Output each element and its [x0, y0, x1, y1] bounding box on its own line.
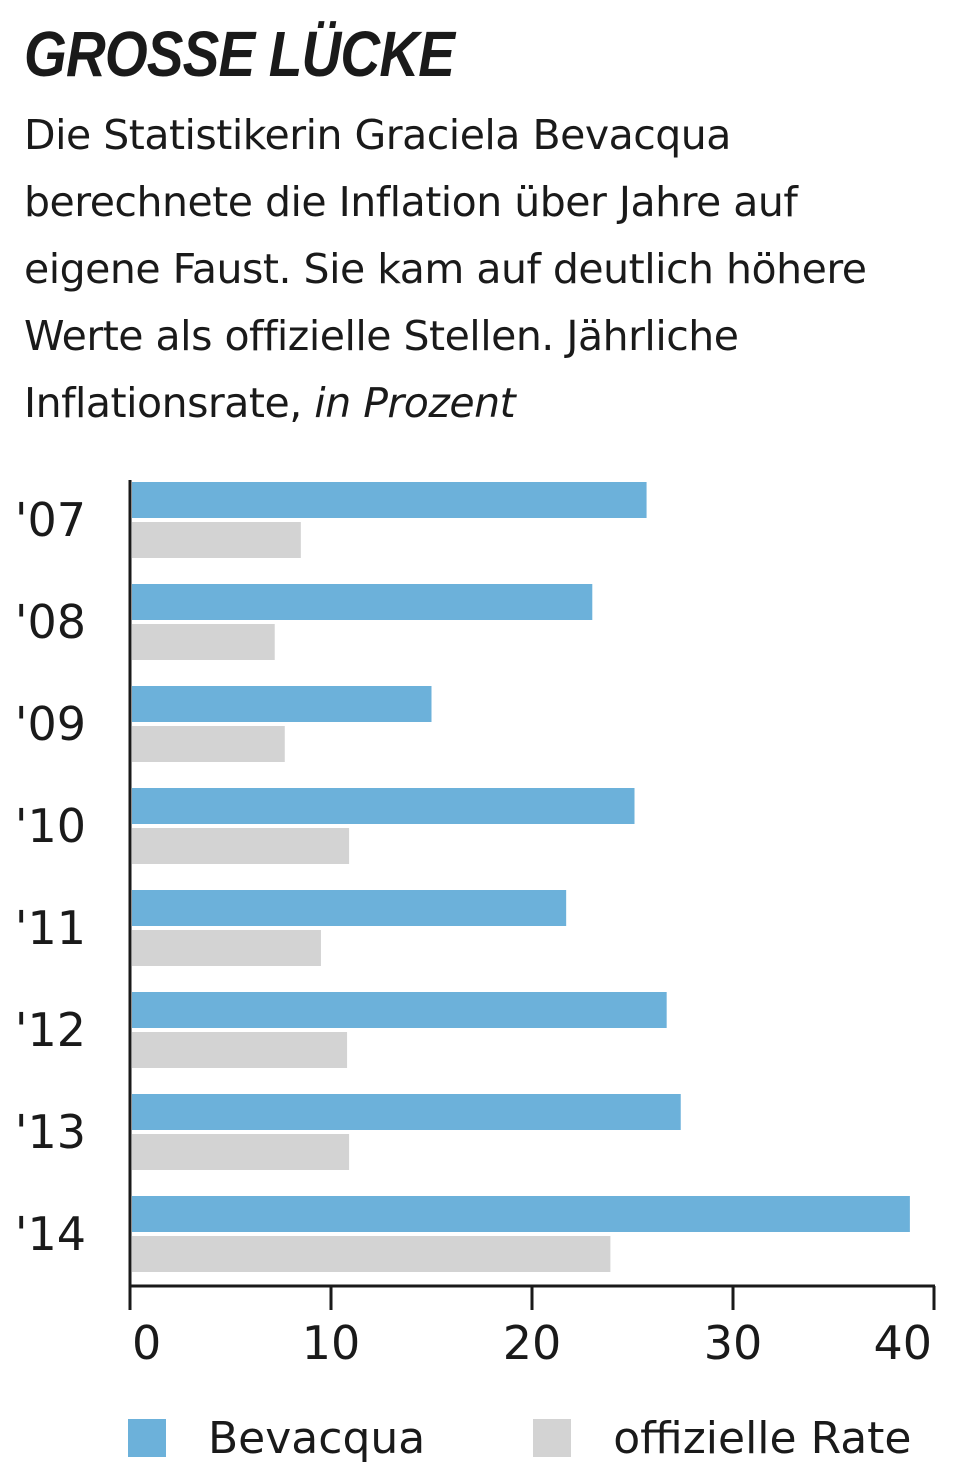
legend-swatch-official [533, 1419, 572, 1457]
category-label-13: '13 [15, 1105, 86, 1159]
chart-legend: Bevacqua offizielle Rate [128, 1408, 911, 1468]
category-label-07: '07 [15, 493, 86, 547]
bar-bevacqua-11 [132, 890, 567, 926]
subtitle-text: Die Statistikerin Graciela Bevacqua bere… [24, 111, 867, 427]
bar-bevacqua-13 [132, 1094, 681, 1130]
chart-subtitle: Die Statistikerin Graciela Bevacqua bere… [24, 102, 924, 437]
bar-bevacqua-07 [132, 482, 647, 518]
x-tick-label-10: 10 [302, 1316, 361, 1370]
bar-official-11 [132, 930, 321, 966]
bar-official-07 [132, 522, 301, 558]
legend-label-bevacqua: Bevacqua [208, 1412, 426, 1464]
bar-bevacqua-09 [132, 686, 432, 722]
bar-official-12 [132, 1032, 348, 1068]
category-label-12: '12 [15, 1003, 86, 1057]
x-tick-label-0: 0 [132, 1316, 161, 1370]
category-label-10: '10 [15, 799, 86, 853]
subtitle-unit: in Prozent [314, 379, 516, 427]
bar-official-09 [132, 726, 285, 762]
bar-bevacqua-10 [132, 788, 635, 824]
chart-title: GROSSE LÜCKE [24, 18, 455, 90]
bar-official-14 [132, 1236, 611, 1272]
bar-official-08 [132, 624, 275, 660]
bar-bevacqua-14 [132, 1196, 910, 1232]
legend-item-bevacqua: Bevacqua [128, 1413, 425, 1464]
category-label-11: '11 [15, 901, 86, 955]
legend-item-official: offizielle Rate [533, 1413, 911, 1464]
x-tick-label-30: 30 [704, 1316, 763, 1370]
legend-swatch-bevacqua [128, 1419, 166, 1457]
bar-bevacqua-08 [132, 584, 593, 620]
bar-official-10 [132, 828, 350, 864]
bar-official-13 [132, 1134, 350, 1170]
category-label-09: '09 [15, 697, 86, 751]
legend-label-official: offizielle Rate [613, 1412, 912, 1464]
category-label-14: '14 [15, 1207, 86, 1261]
x-tick-label-20: 20 [503, 1316, 562, 1370]
category-label-08: '08 [15, 595, 86, 649]
x-tick-label-40: 40 [873, 1316, 932, 1370]
inflation-bar-chart: '07 '08 '09 '10 '11 '12 '13 '14 0 10 20 30 40 [15, 480, 936, 1370]
bar-bevacqua-12 [132, 992, 667, 1028]
